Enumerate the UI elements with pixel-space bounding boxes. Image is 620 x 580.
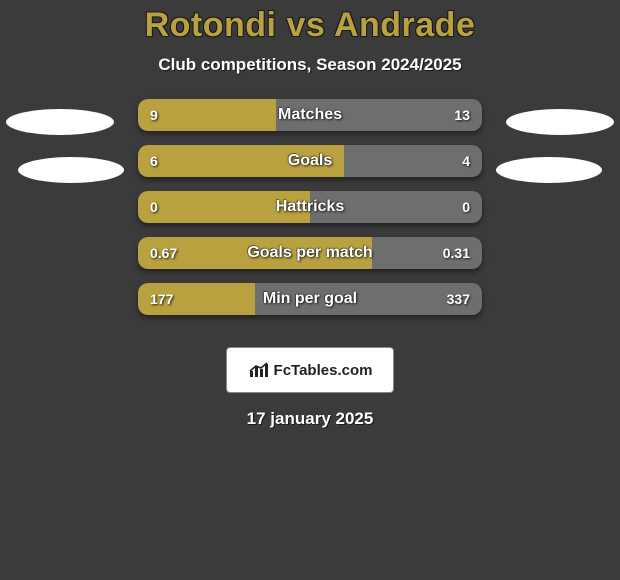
subtitle: Club competitions, Season 2024/2025 xyxy=(158,55,461,75)
club-logo-placeholder xyxy=(18,157,124,183)
stat-row: 913Matches xyxy=(138,99,482,131)
stat-label: Hattricks xyxy=(138,191,482,223)
stat-label: Min per goal xyxy=(138,283,482,315)
snapshot-date: 17 january 2025 xyxy=(247,409,374,429)
stat-row: 0.670.31Goals per match xyxy=(138,237,482,269)
brand-name: FcTables.com xyxy=(274,362,373,379)
chart-icon xyxy=(248,361,270,379)
club-logo-placeholder xyxy=(496,157,602,183)
stat-label: Goals xyxy=(138,145,482,177)
club-logo-placeholder xyxy=(506,109,614,135)
stat-label: Matches xyxy=(138,99,482,131)
brand-logo: FcTables.com xyxy=(226,347,394,393)
stat-row: 64Goals xyxy=(138,145,482,177)
page-title: Rotondi vs Andrade xyxy=(145,6,476,45)
stats-comparison-chart: 913Matches 64Goals 00Hattricks 0.670.31Goal… xyxy=(0,99,620,329)
stat-row: 00Hattricks xyxy=(138,191,482,223)
club-logo-placeholder xyxy=(6,109,114,135)
stat-label: Goals per match xyxy=(138,237,482,269)
stat-row: 177337Min per goal xyxy=(138,283,482,315)
